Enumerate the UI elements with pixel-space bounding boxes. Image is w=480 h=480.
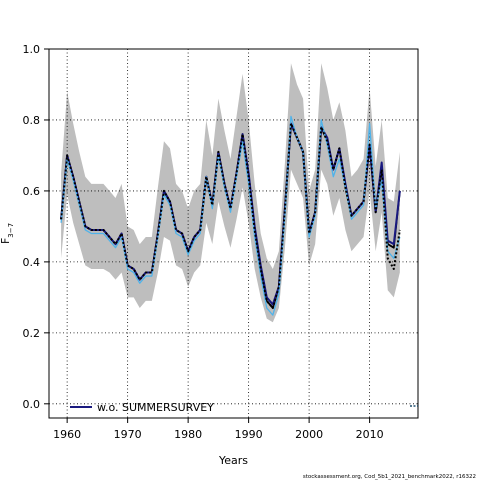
y-tick-label-0: 0.0 (23, 398, 41, 411)
x-tick-label-1960: 1960 (53, 428, 81, 441)
legend: w.o. SUMMERSURVEY (70, 401, 214, 414)
x-tick-label-1990: 1990 (235, 428, 263, 441)
y-tick-label-0.8: 0.8 (23, 114, 41, 127)
y-axis-label-main: F (0, 238, 12, 244)
x-tick-label-2010: 2010 (356, 428, 384, 441)
source-caption: stockassessment.org, Cod_5b1_2021_benchm… (303, 474, 476, 480)
x-tick-label-1970: 1970 (114, 428, 142, 441)
x-tick-label-1980: 1980 (174, 428, 202, 441)
series-line-light (60, 115, 401, 316)
x-tick-label-2000: 2000 (295, 428, 323, 441)
y-tick-label-0.2: 0.2 (23, 327, 41, 340)
y-axis-label-sub: 3−7 (7, 223, 15, 238)
x-axis-label: Years (218, 454, 248, 467)
confidence-band-layer (61, 63, 400, 323)
y-axis-label: F3−7 (0, 223, 15, 244)
legend-label-w-o-summersurvey: w.o. SUMMERSURVEY (97, 401, 214, 414)
axis-ticks-layer: 1960 1970 1980 1990 2000 2010 0.0 0.2 0.4 0.6 0.8 1… (23, 43, 384, 441)
y-tick-label-1: 1.0 (23, 43, 41, 56)
y-tick-label-0.4: 0.4 (23, 256, 41, 269)
confidence-band (61, 63, 400, 323)
y-tick-label-0.6: 0.6 (23, 185, 41, 198)
plot-frame (48, 48, 419, 419)
series-lines-layer (60, 115, 401, 316)
